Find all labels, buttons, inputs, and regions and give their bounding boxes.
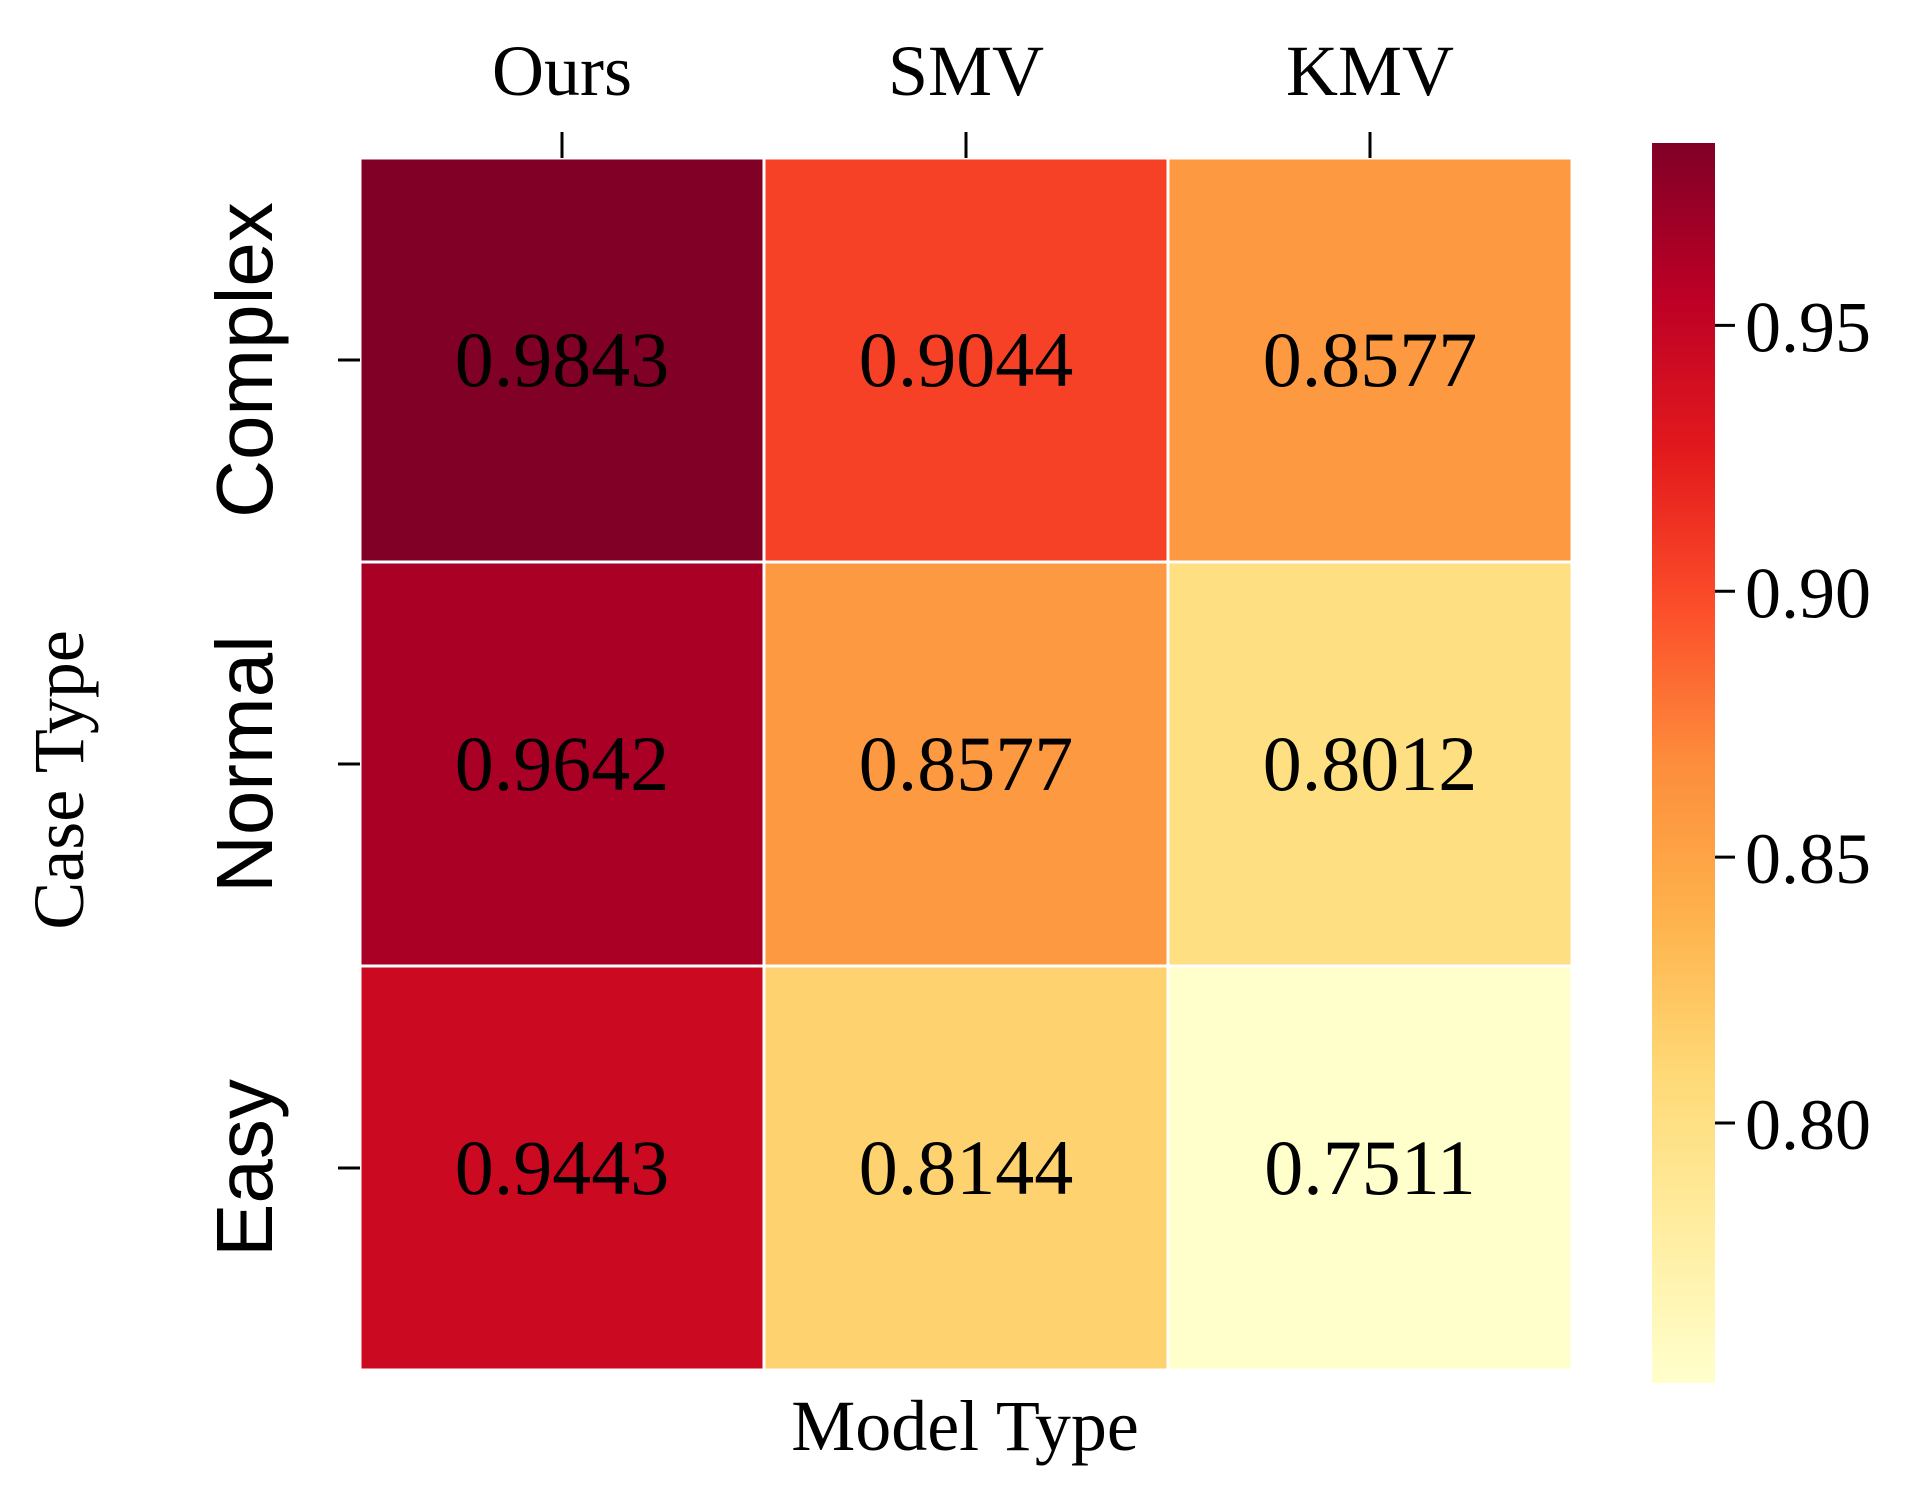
heatmap-cell-complex-smv	[762, 156, 1170, 564]
y-tick-label-easy: Easy	[200, 1079, 289, 1257]
heatmap-cell-easy-ours	[358, 964, 766, 1372]
heatmap-cell-easy-smv	[762, 964, 1170, 1372]
colorbar-tick-label: 0.80	[1745, 1085, 1871, 1165]
x-axis-label: Model Type	[791, 1386, 1139, 1466]
heatmap-cell-normal-smv	[762, 560, 1170, 968]
cell-value-label: 0.9044	[859, 316, 1074, 403]
cell-value-label: 0.8577	[859, 720, 1074, 807]
heatmap-cell-normal-kmv	[1166, 560, 1574, 968]
heatmap-cell-normal-ours	[358, 560, 766, 968]
colorbar	[1652, 143, 1715, 1383]
cell-value-label: 0.9843	[455, 316, 670, 403]
colorbar-tick-label: 0.85	[1745, 819, 1871, 899]
x-tick-label-smv: SMV	[888, 31, 1044, 111]
heatmap-cells: 0.9843 0.9044 0.8577 0.9642 0.8577 0.8012 0.94…	[358, 156, 1574, 1372]
cell-value-label: 0.7511	[1264, 1124, 1476, 1211]
cell-value-label: 0.8144	[859, 1124, 1074, 1211]
cell-value-label: 0.8012	[1263, 720, 1478, 807]
x-tick-label-kmv: KMV	[1286, 31, 1454, 111]
y-tick-label-normal: Normal	[200, 635, 289, 893]
x-tick-label-ours: Ours	[492, 31, 632, 111]
colorbar-ticks: 0.80 0.85 0.90 0.95	[1715, 287, 1871, 1165]
y-axis-ticks: Complex Normal Easy	[200, 202, 360, 1257]
y-tick-label-complex: Complex	[200, 202, 289, 518]
cell-value-label: 0.9642	[455, 720, 670, 807]
cell-value-label: 0.9443	[455, 1124, 670, 1211]
colorbar-tick-label: 0.95	[1745, 287, 1871, 367]
heatmap-cell-complex-ours	[358, 156, 766, 564]
y-axis-label: Case Type	[19, 630, 99, 930]
x-axis-top-ticks: Ours SMV KMV	[492, 31, 1454, 158]
colorbar-tick-label: 0.90	[1745, 553, 1871, 633]
heatmap-cell-easy-kmv	[1166, 964, 1574, 1372]
cell-value-label: 0.8577	[1263, 316, 1478, 403]
